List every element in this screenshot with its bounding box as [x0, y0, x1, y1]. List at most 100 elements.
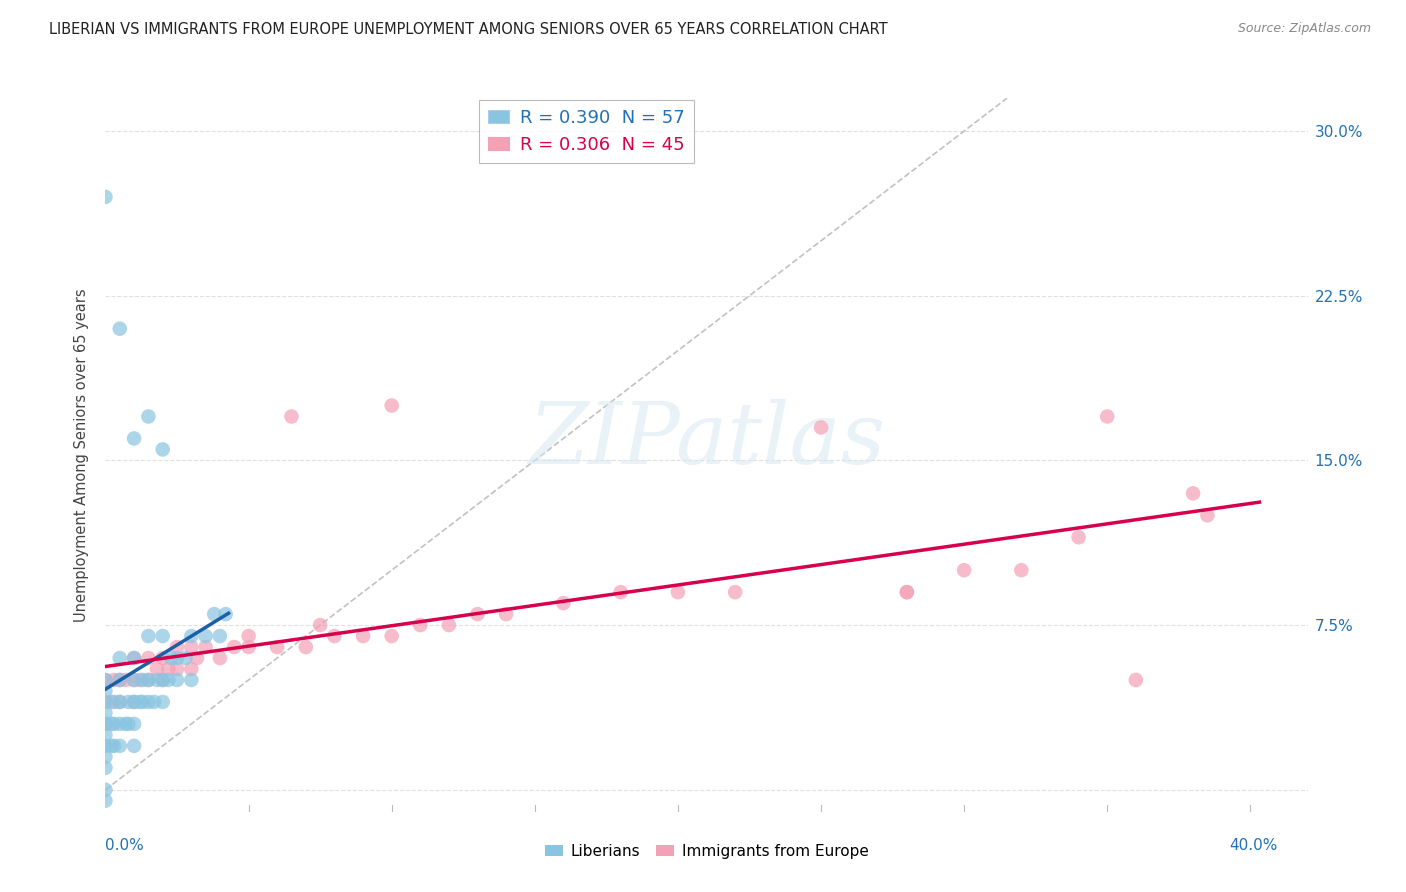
Point — [94, 673, 117, 687]
Point — [266, 640, 288, 654]
Point — [103, 695, 125, 709]
Point — [122, 432, 145, 446]
Point — [94, 684, 117, 698]
Point — [437, 618, 460, 632]
Point — [108, 673, 131, 687]
Point — [108, 739, 131, 753]
Point — [1197, 508, 1219, 523]
Point — [128, 673, 150, 687]
Point — [953, 563, 976, 577]
Point — [609, 585, 631, 599]
Point — [138, 673, 160, 687]
Y-axis label: Unemployment Among Seniors over 65 years: Unemployment Among Seniors over 65 years — [75, 288, 90, 622]
Point — [208, 651, 231, 665]
Point — [103, 717, 125, 731]
Point — [381, 629, 404, 643]
Legend: Liberians, Immigrants from Europe: Liberians, Immigrants from Europe — [538, 838, 875, 864]
Point — [214, 607, 236, 621]
Point — [152, 673, 174, 687]
Point — [94, 695, 117, 709]
Point — [122, 673, 145, 687]
Point — [94, 717, 117, 731]
Point — [122, 739, 145, 753]
Point — [224, 640, 246, 654]
Point — [122, 695, 145, 709]
Point — [166, 673, 188, 687]
Point — [896, 585, 918, 599]
Point — [202, 607, 225, 621]
Point — [180, 640, 202, 654]
Point — [94, 761, 117, 775]
Point — [114, 717, 136, 731]
Text: ZIPatlas: ZIPatlas — [527, 400, 886, 482]
Point — [280, 409, 302, 424]
Point — [94, 673, 117, 687]
Point — [131, 695, 153, 709]
Point — [180, 673, 202, 687]
Point — [166, 640, 188, 654]
Point — [100, 717, 122, 731]
Point — [122, 717, 145, 731]
Point — [381, 399, 404, 413]
Point — [94, 190, 117, 204]
Point — [194, 629, 217, 643]
Point — [160, 651, 183, 665]
Point — [157, 662, 180, 676]
Point — [1095, 409, 1118, 424]
Point — [146, 662, 169, 676]
Point — [208, 629, 231, 643]
Point — [117, 695, 139, 709]
Point — [352, 629, 374, 643]
Point — [553, 596, 575, 610]
Point — [128, 695, 150, 709]
Point — [495, 607, 517, 621]
Point — [1010, 563, 1032, 577]
Point — [194, 640, 217, 654]
Point — [100, 739, 122, 753]
Point — [94, 728, 117, 742]
Point — [186, 651, 208, 665]
Point — [122, 651, 145, 665]
Point — [94, 794, 117, 808]
Point — [108, 651, 131, 665]
Point — [138, 651, 160, 665]
Point — [409, 618, 432, 632]
Text: 40.0%: 40.0% — [1229, 838, 1278, 853]
Point — [108, 321, 131, 335]
Point — [152, 629, 174, 643]
Point — [122, 673, 145, 687]
Point — [166, 662, 188, 676]
Point — [103, 673, 125, 687]
Point — [138, 695, 160, 709]
Point — [238, 629, 260, 643]
Point — [138, 629, 160, 643]
Point — [152, 442, 174, 457]
Point — [724, 585, 747, 599]
Point — [122, 695, 145, 709]
Point — [152, 651, 174, 665]
Point — [117, 717, 139, 731]
Text: LIBERIAN VS IMMIGRANTS FROM EUROPE UNEMPLOYMENT AMONG SENIORS OVER 65 YEARS CORR: LIBERIAN VS IMMIGRANTS FROM EUROPE UNEMP… — [49, 22, 887, 37]
Point — [138, 409, 160, 424]
Point — [146, 673, 169, 687]
Point — [152, 695, 174, 709]
Point — [166, 651, 188, 665]
Point — [1182, 486, 1205, 500]
Point — [108, 717, 131, 731]
Point — [1125, 673, 1147, 687]
Point — [138, 673, 160, 687]
Text: Source: ZipAtlas.com: Source: ZipAtlas.com — [1237, 22, 1371, 36]
Point — [1067, 530, 1090, 544]
Point — [157, 673, 180, 687]
Point — [103, 739, 125, 753]
Point — [131, 673, 153, 687]
Point — [143, 695, 166, 709]
Point — [295, 640, 318, 654]
Point — [180, 629, 202, 643]
Point — [94, 739, 117, 753]
Point — [238, 640, 260, 654]
Point — [467, 607, 489, 621]
Point — [100, 695, 122, 709]
Point — [309, 618, 332, 632]
Point — [94, 749, 117, 764]
